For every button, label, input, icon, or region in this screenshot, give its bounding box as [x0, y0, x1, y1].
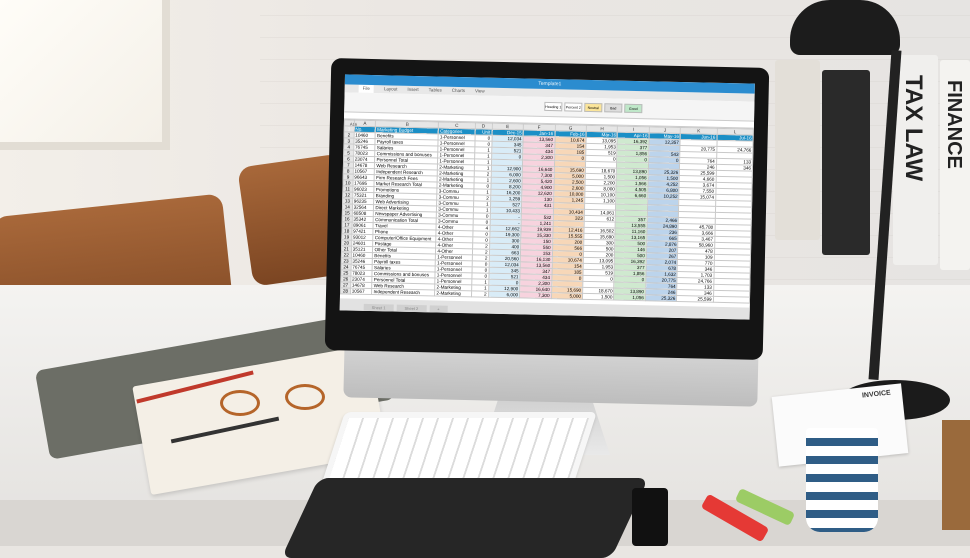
- striped-mug: [806, 428, 878, 532]
- ribbon-tab-view[interactable]: View: [474, 88, 485, 94]
- desk-lamp-head: [790, 0, 900, 55]
- pen-holder: [632, 488, 668, 546]
- glasses-icon: [220, 390, 260, 416]
- window: [0, 0, 170, 150]
- cell-style-1[interactable]: Percent 2: [564, 102, 583, 112]
- cell[interactable]: 1,500: [582, 293, 614, 301]
- cell[interactable]: 2: [471, 290, 489, 298]
- cell-style-3[interactable]: Bad: [604, 103, 623, 113]
- cell[interactable]: 2-Marketing: [434, 289, 472, 297]
- window-title: Template1: [538, 80, 562, 88]
- cell[interactable]: 25,326: [645, 294, 677, 302]
- binder-black: [822, 70, 870, 255]
- glasses-icon: [285, 384, 325, 410]
- cell[interactable]: 7,300: [519, 291, 552, 299]
- sheet-tab[interactable]: Sheet 2: [396, 304, 427, 313]
- binder: [775, 60, 820, 240]
- binder-tax-law: TAX LAW: [893, 55, 938, 265]
- sheet-tab[interactable]: Sheet 1: [363, 303, 394, 312]
- add-sheet-button[interactable]: +: [429, 305, 448, 313]
- cell-style-0[interactable]: Heading 1: [544, 101, 563, 112]
- spreadsheet-grid: A B C D E F G H I J K L 1 No. Marketing Budget Categori…: [340, 119, 754, 304]
- cell[interactable]: [713, 296, 750, 304]
- cell[interactable]: 10567: [350, 288, 373, 295]
- cell[interactable]: 6,000: [488, 291, 520, 298]
- cell-style-4[interactable]: Good: [624, 103, 643, 114]
- monitor: Template1 File Layout Insert Tables Charts Vi…: [324, 58, 770, 360]
- pencil-cup: [942, 420, 970, 530]
- monitor-screen: Template1 File Layout Insert Tables Charts Vi…: [339, 74, 755, 320]
- invoice-label: INVOICE: [861, 389, 892, 400]
- ribbon-tab-tables[interactable]: Tables: [428, 87, 442, 93]
- cell-style-2[interactable]: Neutral: [584, 102, 603, 113]
- ribbon-tab-insert[interactable]: Insert: [407, 86, 419, 93]
- cell[interactable]: Independent Research: [371, 288, 435, 296]
- drawing-tablet: [281, 478, 649, 558]
- cell[interactable]: 28: [340, 287, 351, 295]
- binder-finance: FINANCE: [940, 60, 970, 270]
- cell[interactable]: 1,056: [613, 294, 646, 301]
- cell[interactable]: 25,599: [676, 295, 714, 303]
- binder-label: TAX LAW: [900, 75, 927, 182]
- binder-label: FINANCE: [943, 80, 965, 169]
- cell[interactable]: 5,000: [550, 292, 583, 300]
